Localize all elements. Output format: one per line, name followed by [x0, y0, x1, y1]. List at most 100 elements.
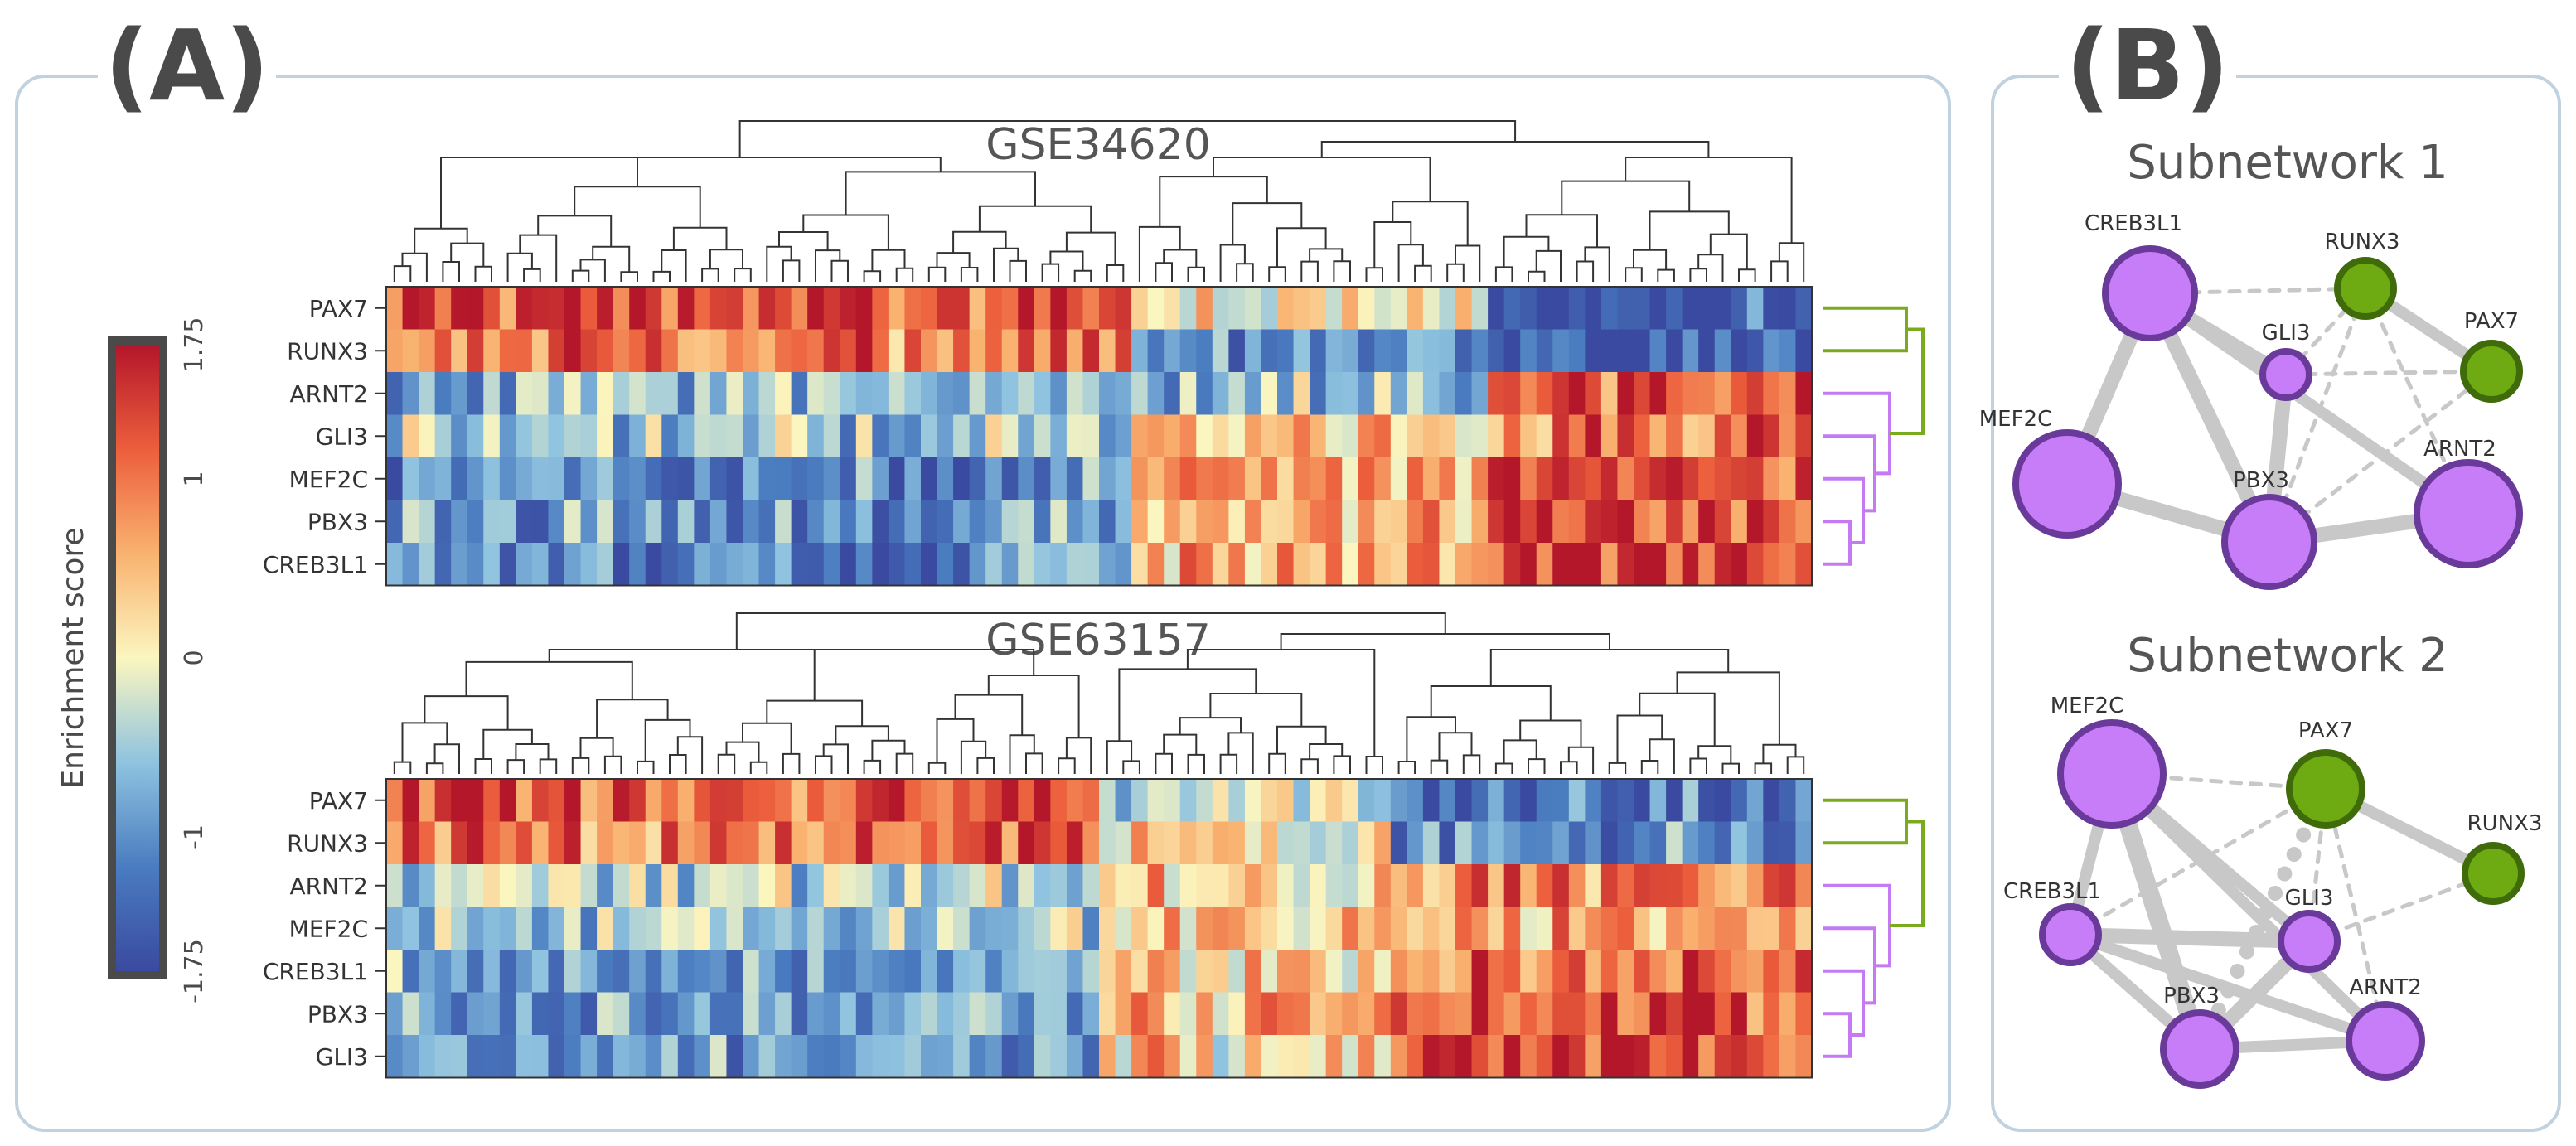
heatmap-cell [467, 414, 484, 458]
network-edge [2323, 786, 2388, 1043]
heatmap-cell [872, 457, 889, 500]
heatmap-cell [758, 864, 776, 907]
heatmap-cell [1018, 457, 1035, 500]
network-node-creb3l1 [2039, 903, 2102, 966]
heatmap-cell [1682, 543, 1699, 586]
network-node-runx3 [2462, 842, 2525, 905]
heatmap-cell [1488, 864, 1505, 907]
heatmap-cell [888, 907, 906, 950]
heatmap-cell [1536, 457, 1553, 500]
heatmap-cell [677, 821, 695, 865]
heatmap-cell [1001, 950, 1019, 993]
network-node-label: RUNX3 [2325, 230, 2400, 254]
dendrogram-branch [1762, 743, 1797, 764]
heatmap-cell [1585, 329, 1602, 373]
heatmap-cell [743, 414, 760, 458]
heatmap-cell [743, 779, 760, 822]
heatmap-cell [1034, 457, 1051, 500]
heatmap-cell [1439, 414, 1456, 458]
heatmap-cell [677, 414, 695, 458]
heatmap-cell [483, 992, 501, 1036]
heatmap-cell [855, 1035, 873, 1078]
heatmap-cell [629, 500, 646, 544]
heatmap-cell [1503, 457, 1521, 500]
heatmap-cell [1212, 372, 1229, 415]
heatmap-cell [1731, 414, 1748, 458]
heatmap-cell [1634, 779, 1651, 822]
heatmap-cell [937, 500, 954, 544]
heatmap-cell [1763, 457, 1780, 500]
heatmap-cell [1066, 950, 1084, 993]
heatmap-cell [677, 543, 695, 586]
heatmap-cell [1228, 372, 1246, 415]
heatmap-cell [1293, 821, 1310, 865]
heatmap-cell [855, 864, 873, 907]
heatmap-cell [1503, 543, 1521, 586]
heatmap-cell [1131, 457, 1149, 500]
heatmap-cell [904, 329, 922, 373]
heatmap-cell [1617, 372, 1634, 415]
heatmap-cell [386, 992, 404, 1036]
heatmap-cell [1795, 287, 1813, 330]
heatmap-cell [1649, 287, 1667, 330]
heatmap-cell [1779, 543, 1797, 586]
heatmap-cell [985, 907, 1003, 950]
heatmap-cell [1066, 1035, 1084, 1078]
heatmap-cell [499, 950, 516, 993]
heatmap-cell [1795, 1035, 1813, 1078]
heatmap-cell [1018, 543, 1035, 586]
heatmap-cell [1455, 779, 1473, 822]
heatmap-cell [597, 992, 614, 1036]
dendrogram-branch [863, 759, 882, 774]
dendrogram-branch [539, 157, 942, 172]
heatmap-cell [888, 287, 906, 330]
heatmap-cell [386, 543, 404, 586]
heatmap-cell [1164, 287, 1181, 330]
heatmap-cell [629, 414, 646, 458]
heatmap-cell [1779, 372, 1797, 415]
dendrogram-branch [1438, 732, 1473, 761]
heatmap-cell [1617, 329, 1634, 373]
heatmap-cell [775, 1035, 792, 1078]
heatmap-cell [823, 372, 840, 415]
heatmap-cell [1164, 500, 1181, 544]
heatmap-cell [1634, 950, 1651, 993]
heatmap-cell [694, 329, 711, 373]
heatmap-cell [1164, 329, 1181, 373]
heatmap-cell [1196, 864, 1213, 907]
heatmap-cell [613, 907, 630, 950]
heatmap-cell [1422, 1035, 1441, 1078]
heatmap-cell [564, 543, 582, 586]
heatmap-cell [1536, 287, 1553, 330]
heatmap-cell [1131, 500, 1149, 544]
heatmap-cell [499, 329, 516, 373]
heatmap-cell [1649, 329, 1667, 373]
dendrogram-branch [1633, 249, 1668, 270]
heatmap-cell [548, 329, 565, 373]
dendrogram-branch [571, 757, 590, 774]
heatmap-cell [1763, 992, 1780, 1036]
heatmap-cell [1455, 500, 1473, 544]
dendrogram-branch [1333, 755, 1351, 774]
heatmap-cell [1374, 543, 1392, 586]
heatmap-cell [1390, 457, 1407, 500]
heatmap-cell [629, 287, 646, 330]
heatmap-cell [1503, 329, 1521, 373]
heatmap-cell [1342, 287, 1359, 330]
heatmap-cell [888, 500, 906, 544]
heatmap-cell [1536, 543, 1553, 586]
dendrogram-branch [749, 761, 768, 774]
heatmap-cell [904, 907, 922, 950]
heatmap-cell [1600, 821, 1619, 865]
heatmap-cell [548, 864, 565, 907]
row-dendrogram-branch [1823, 883, 1891, 968]
heatmap-cell [953, 500, 971, 544]
heatmap-cell [888, 414, 906, 458]
dendrogram-branch [1778, 242, 1805, 282]
heatmap-cell [1520, 864, 1537, 907]
heatmap-cell [872, 1035, 889, 1078]
heatmap-cell [1585, 287, 1602, 330]
heatmap-cell [402, 414, 419, 458]
heatmap-cell [548, 950, 565, 993]
heatmap-cell [1714, 821, 1731, 865]
